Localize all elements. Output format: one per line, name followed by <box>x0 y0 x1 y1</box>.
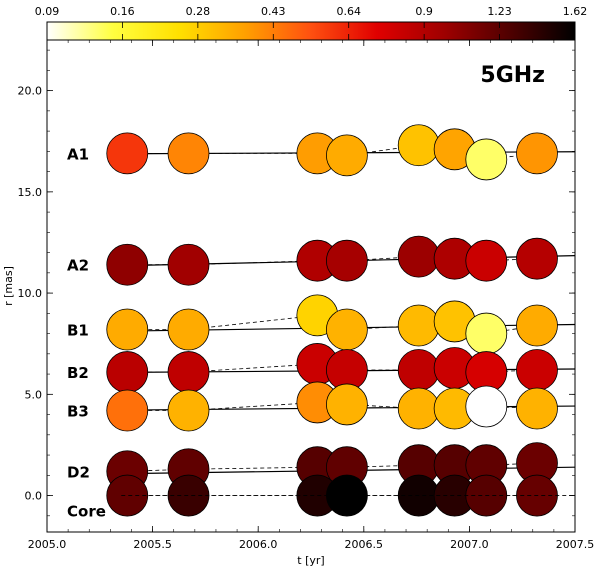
data-point <box>326 134 368 177</box>
plot-frame <box>46 39 576 533</box>
data-point <box>326 239 368 282</box>
data-point <box>106 474 149 517</box>
data-point <box>326 308 368 351</box>
colorbar-tick-label: 0.9 <box>415 5 433 18</box>
component-label: B2 <box>67 364 89 382</box>
data-point <box>106 308 149 351</box>
data-point <box>106 243 149 286</box>
component-label: A1 <box>67 145 89 163</box>
component-label: A2 <box>67 257 89 275</box>
colorbar-tick-label: 0.43 <box>261 5 286 18</box>
x-tick-label: 2007.5 <box>556 538 595 551</box>
component-label: D2 <box>67 463 90 481</box>
y-tick-label: 15.0 <box>18 186 43 199</box>
colorbar-tick-label: 0.09 <box>35 5 60 18</box>
colorbar-tick-label: 0.16 <box>110 5 135 18</box>
x-axis: 2005.0 2005.5 2006.0 2006.5 2007.0 2007.5 <box>28 40 595 551</box>
colorbar-tick-label: 1.62 <box>563 5 588 18</box>
component-label: Core <box>67 503 106 521</box>
x-tick-label: 2006.5 <box>345 538 384 551</box>
data-point <box>326 383 368 426</box>
data-point <box>397 235 440 278</box>
data-point <box>465 385 508 428</box>
y-axis-label: r [mas] <box>2 266 15 306</box>
colorbar-tick-label: 0.28 <box>186 5 211 18</box>
y-tick-label: 20.0 <box>18 85 43 98</box>
x-tick-label: 2007.0 <box>450 538 489 551</box>
data-point <box>397 304 440 347</box>
data-point <box>516 304 558 347</box>
data-point <box>106 389 149 432</box>
colorbar-gradient <box>46 21 576 41</box>
data-point <box>167 389 210 432</box>
data-point <box>516 387 558 430</box>
data-point <box>465 138 508 181</box>
component-label: B1 <box>67 322 89 340</box>
y-tick-label: 0.0 <box>25 490 43 503</box>
data-point <box>167 351 210 393</box>
y-tick-label: 10.0 <box>18 287 43 300</box>
connecting-line-a1 <box>127 144 538 160</box>
data-point <box>465 312 508 355</box>
data-point <box>397 349 440 391</box>
colorbar-tick-label: 1.23 <box>487 5 512 18</box>
data-point <box>516 237 558 280</box>
data-point <box>516 132 558 175</box>
data-point <box>397 124 440 167</box>
connecting-line-a2 <box>127 256 538 266</box>
plot-area: 2005.0 2005.5 2006.0 2006.5 2007.0 2007.5 0.0… <box>18 39 595 551</box>
x-tick-label: 2005.5 <box>133 538 172 551</box>
x-tick-label: 2005.0 <box>28 538 67 551</box>
x-tick-label: 2006.0 <box>239 538 278 551</box>
data-point <box>465 239 508 282</box>
data-point <box>397 387 440 430</box>
data-point <box>106 351 149 393</box>
data-point <box>516 349 558 391</box>
frequency-label: 5GHz <box>480 63 545 88</box>
x-axis-label: t [yr] <box>297 554 324 567</box>
data-point <box>106 132 149 175</box>
component-labels: A1 A2 B1 B2 B3 D2 Core <box>67 145 106 520</box>
y-axis: 0.0 5.0 10.0 15.0 20.0 <box>18 49 575 517</box>
component-label: B3 <box>67 403 89 421</box>
connecting-line-b3 <box>127 401 538 411</box>
colorbar-tick-label: 0.64 <box>336 5 361 18</box>
data-point <box>167 243 210 286</box>
data-point <box>167 132 210 175</box>
colorbar: 0.09 0.16 0.28 0.43 0.64 0.9 1.23 1.62 <box>35 5 588 41</box>
y-tick-label: 5.0 <box>25 388 43 401</box>
data-points <box>106 124 575 517</box>
data-point <box>167 308 210 351</box>
